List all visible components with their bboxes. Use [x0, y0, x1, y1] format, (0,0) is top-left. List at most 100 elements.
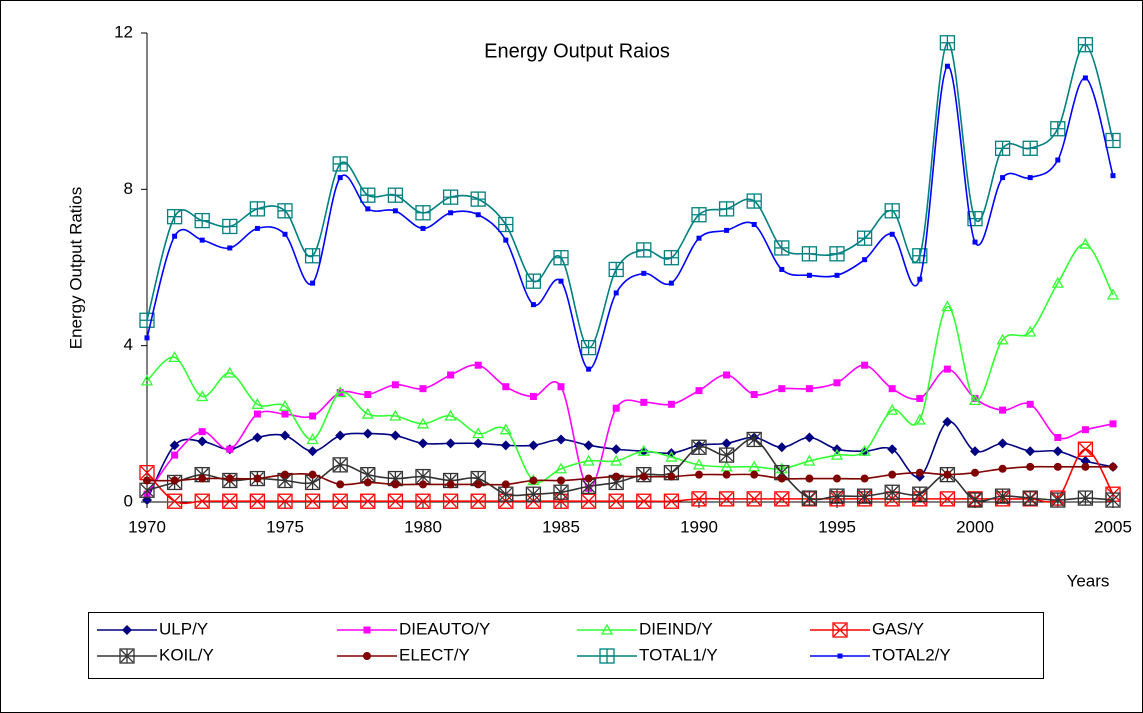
marker-shape [721, 438, 732, 449]
marker-shape [608, 493, 624, 509]
marker-shape [250, 201, 265, 216]
marker-shape [610, 454, 623, 466]
marker [222, 218, 238, 235]
marker [442, 493, 459, 509]
marker-shape [196, 390, 209, 402]
marker-shape [166, 493, 183, 509]
marker-shape [391, 480, 400, 489]
marker-shape [777, 474, 786, 483]
marker [391, 480, 400, 489]
marker-shape [199, 237, 205, 243]
marker-shape [554, 485, 568, 500]
marker-shape [281, 470, 289, 479]
marker [1081, 426, 1089, 434]
marker-shape [472, 427, 485, 439]
marker-shape [471, 494, 485, 508]
marker [862, 257, 868, 263]
legend-label: KOIL/Y [159, 645, 214, 664]
marker-shape [971, 468, 979, 477]
marker [1053, 462, 1062, 471]
marker-shape [197, 436, 208, 447]
marker [1082, 75, 1088, 81]
marker [805, 385, 813, 393]
marker-shape [362, 428, 373, 439]
marker [944, 63, 950, 69]
marker-shape [830, 246, 844, 261]
marker-shape [252, 432, 263, 443]
marker [691, 439, 707, 455]
marker [470, 493, 486, 509]
marker-shape [1078, 442, 1092, 456]
marker-shape [998, 464, 1007, 473]
x-tick-label: 1975 [266, 517, 304, 536]
marker [1025, 446, 1036, 457]
marker [1079, 237, 1092, 249]
marker [1024, 325, 1037, 337]
marker [365, 206, 371, 212]
marker [803, 454, 816, 466]
marker [776, 442, 787, 453]
marker [888, 470, 897, 479]
marker [226, 445, 234, 453]
marker [829, 488, 845, 504]
marker-shape [332, 493, 348, 509]
marker-shape [391, 381, 399, 389]
marker-shape [416, 205, 430, 220]
marker [194, 493, 210, 509]
marker-shape [695, 387, 703, 395]
marker-shape [639, 472, 648, 481]
marker-shape [363, 478, 372, 487]
marker [608, 493, 624, 509]
legend-marker [599, 648, 615, 664]
marker-shape [995, 141, 1010, 156]
marker-shape [198, 428, 206, 436]
marker-shape [691, 491, 707, 507]
marker [252, 432, 263, 443]
marker [639, 472, 648, 481]
marker-shape [554, 250, 568, 265]
marker-shape [222, 493, 238, 509]
marker-shape [447, 371, 455, 379]
marker-shape [558, 278, 564, 284]
marker [804, 432, 815, 443]
marker [860, 474, 869, 483]
marker [584, 474, 593, 483]
marker [943, 470, 952, 479]
marker-shape [806, 272, 812, 278]
marker-shape [584, 474, 593, 483]
marker [608, 261, 624, 278]
marker-shape [913, 413, 926, 425]
marker [445, 438, 456, 449]
marker [612, 472, 621, 481]
marker [529, 476, 538, 485]
marker [806, 272, 812, 278]
marker [971, 468, 979, 477]
marker-shape [280, 430, 290, 441]
marker-shape [889, 231, 895, 237]
marker [281, 410, 289, 418]
marker [640, 398, 648, 406]
marker [280, 430, 290, 441]
marker [917, 276, 923, 282]
marker-shape [502, 383, 510, 391]
marker-shape [832, 622, 848, 638]
marker [448, 210, 454, 216]
marker-shape [253, 410, 261, 418]
marker-shape [388, 188, 403, 203]
marker [746, 491, 762, 507]
marker-shape [724, 227, 730, 233]
marker [724, 227, 730, 233]
marker [1110, 173, 1116, 179]
marker-shape [1080, 455, 1091, 466]
marker-shape [612, 404, 620, 412]
marker-shape [278, 399, 292, 411]
marker-shape [830, 489, 844, 504]
marker-shape [336, 480, 345, 489]
marker [304, 248, 321, 264]
marker-shape [364, 391, 372, 399]
marker [143, 476, 151, 485]
marker-shape [751, 222, 757, 228]
x-tick-label: 1980 [404, 517, 442, 536]
marker [446, 480, 455, 489]
marker-shape [361, 494, 375, 508]
